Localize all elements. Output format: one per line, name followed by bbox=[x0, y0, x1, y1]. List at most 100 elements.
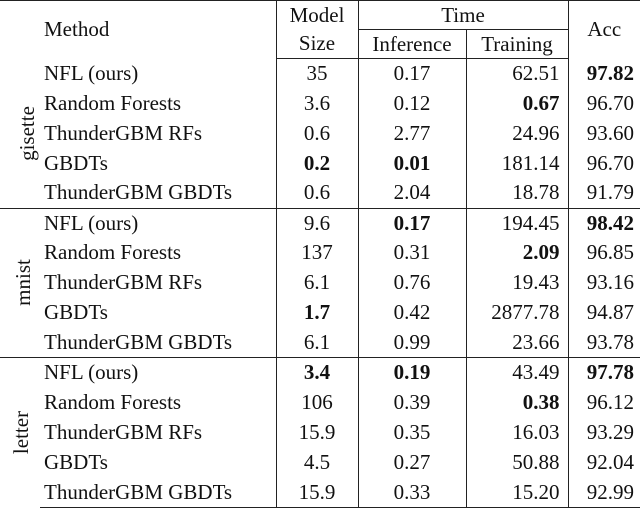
inference-cell: 0.12 bbox=[357, 88, 466, 119]
training-cell: 62.51 bbox=[465, 58, 568, 89]
inference-cell: 0.76 bbox=[357, 267, 466, 298]
header-model-size-line1: Model bbox=[275, 0, 358, 30]
table-row: ThunderGBM GBDTs 0.6 2.04 18.78 91.79 bbox=[0, 178, 640, 209]
training-cell: 43.49 bbox=[465, 357, 568, 388]
method-cell: ThunderGBM GBDTs bbox=[44, 330, 233, 354]
acc-cell: 93.78 bbox=[567, 327, 640, 358]
training-cell: 16.03 bbox=[465, 417, 568, 448]
acc-cell: 94.87 bbox=[567, 297, 640, 328]
training-cell: 0.38 bbox=[465, 387, 568, 418]
header-inference: Inference bbox=[357, 29, 466, 59]
training-cell: 23.66 bbox=[465, 327, 568, 358]
training-cell: 2.09 bbox=[465, 238, 568, 268]
model-size-cell: 35 bbox=[275, 58, 358, 89]
model-size-cell: 106 bbox=[275, 387, 358, 418]
table-row: mnist NFL (ours) 9.6 0.17 194.45 98.42 bbox=[0, 207, 640, 358]
model-size-cell: 0.2 bbox=[275, 148, 358, 179]
dataset-name: letter bbox=[9, 411, 34, 455]
inference-cell: 2.04 bbox=[357, 178, 466, 209]
model-size-cell: 0.6 bbox=[275, 118, 358, 149]
table-row: ThunderGBM RFs 15.9 0.35 16.03 93.29 bbox=[0, 417, 640, 448]
method-cell: ThunderGBM GBDTs bbox=[44, 180, 233, 205]
inference-cell: 0.19 bbox=[357, 357, 466, 388]
method-cell: ThunderGBM GBDTs bbox=[40, 477, 276, 508]
training-cell: 24.96 bbox=[465, 118, 568, 149]
table-row: Random Forests 137 0.31 2.09 96.85 bbox=[0, 238, 640, 268]
acc-cell: 93.29 bbox=[567, 417, 640, 448]
acc-cell: 96.70 bbox=[567, 148, 640, 179]
acc-cell: 97.78 bbox=[567, 357, 640, 388]
inference-cell: 2.77 bbox=[357, 118, 466, 149]
dataset-name: gisette bbox=[14, 105, 39, 161]
header-model-size-line2: Size bbox=[275, 29, 358, 59]
method-cell: Random Forests bbox=[44, 390, 182, 415]
inference-cell: 0.17 bbox=[357, 207, 466, 239]
dataset-label-mnist: mnist bbox=[0, 207, 40, 358]
table-row: GBDTs 1.7 0.42 2877.78 94.87 bbox=[0, 297, 640, 328]
method-cell: ThunderGBM RFs bbox=[44, 120, 203, 145]
model-size-cell: 137 bbox=[275, 238, 358, 268]
method-cell: NFL (ours) bbox=[44, 60, 139, 85]
header-training: Training bbox=[465, 29, 568, 59]
acc-cell: 93.60 bbox=[567, 118, 640, 149]
model-size-cell: 4.5 bbox=[275, 447, 358, 478]
table-row: ThunderGBM GBDTs 15.9 0.33 15.20 92.99 bbox=[0, 477, 640, 508]
table-body: gisette NFL (ours) 35 0.17 62.51 97.82 Random … bbox=[0, 58, 640, 508]
header-dataset-blank bbox=[0, 1, 40, 59]
acc-cell: 92.99 bbox=[567, 477, 640, 508]
model-size-cell: 3.6 bbox=[275, 88, 358, 119]
model-size-cell: 0.6 bbox=[275, 178, 358, 209]
training-cell: 15.20 bbox=[465, 477, 568, 508]
table-row: ThunderGBM GBDTs 6.1 0.99 23.66 93.78 bbox=[0, 327, 640, 358]
inference-cell: 0.35 bbox=[357, 417, 466, 448]
training-cell: 0.67 bbox=[465, 88, 568, 119]
table-row: gisette NFL (ours) 35 0.17 62.51 97.82 bbox=[0, 58, 640, 160]
method-cell: ThunderGBM RFs bbox=[44, 420, 203, 445]
inference-cell: 0.33 bbox=[357, 477, 466, 508]
acc-cell: 96.12 bbox=[567, 387, 640, 418]
dataset-label-gisette: gisette bbox=[0, 59, 40, 209]
training-cell: 18.78 bbox=[465, 178, 568, 209]
table-row: letter NFL (ours) 3.4 0.19 43.49 97.78 bbox=[0, 357, 640, 508]
inference-cell: 0.42 bbox=[357, 297, 466, 328]
table-row: Random Forests 106 0.39 0.38 96.12 bbox=[0, 387, 640, 418]
acc-cell: 91.79 bbox=[567, 178, 640, 209]
header-time: Time bbox=[357, 0, 568, 30]
model-size-cell: 15.9 bbox=[275, 417, 358, 448]
training-cell: 194.45 bbox=[465, 207, 568, 239]
inference-cell: 0.17 bbox=[357, 58, 466, 89]
dataset-name: mnist bbox=[10, 259, 35, 307]
table-row: Random Forests 3.6 0.12 0.67 96.70 bbox=[0, 88, 640, 119]
training-cell: 181.14 bbox=[465, 148, 568, 179]
inference-cell: 0.31 bbox=[357, 238, 466, 268]
table-header: Method Model Time Acc Size Inference Tra… bbox=[0, 0, 640, 59]
method-cell: GBDTs bbox=[44, 150, 108, 175]
model-size-cell: 1.7 bbox=[275, 297, 358, 328]
acc-cell: 96.70 bbox=[567, 88, 640, 119]
acc-cell: 98.42 bbox=[567, 207, 640, 239]
table-row: GBDTs 4.5 0.27 50.88 92.04 bbox=[0, 447, 640, 478]
method-cell: Random Forests bbox=[44, 90, 182, 115]
inference-cell: 0.27 bbox=[357, 447, 466, 478]
method-cell: ThunderGBM RFs bbox=[44, 270, 203, 295]
training-cell: 50.88 bbox=[465, 447, 568, 478]
acc-cell: 93.16 bbox=[567, 267, 640, 298]
dataset-label-letter: letter bbox=[0, 357, 40, 508]
model-size-cell: 6.1 bbox=[275, 327, 358, 358]
acc-cell: 92.04 bbox=[567, 447, 640, 478]
header-acc: Acc bbox=[567, 0, 640, 59]
inference-cell: 0.01 bbox=[357, 148, 466, 179]
acc-cell: 97.82 bbox=[567, 58, 640, 89]
model-size-cell: 3.4 bbox=[275, 357, 358, 388]
model-size-cell: 9.6 bbox=[275, 207, 358, 239]
method-cell: GBDTs bbox=[44, 300, 108, 325]
table-row: ThunderGBM RFs 6.1 0.76 19.43 93.16 bbox=[0, 267, 640, 298]
method-cell: NFL (ours) bbox=[40, 207, 276, 239]
inference-cell: 0.39 bbox=[357, 387, 466, 418]
inference-cell: 0.99 bbox=[357, 327, 466, 358]
method-cell: Random Forests bbox=[44, 240, 182, 265]
model-size-cell: 15.9 bbox=[275, 477, 358, 508]
training-cell: 19.43 bbox=[465, 267, 568, 298]
